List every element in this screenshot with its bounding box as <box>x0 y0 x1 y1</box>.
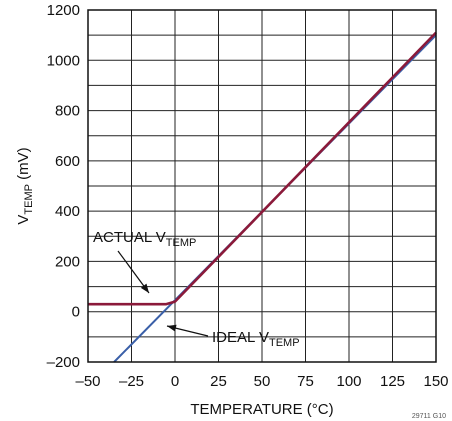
x-axis-title: TEMPERATURE (°C) <box>190 401 333 418</box>
y-axis-title-main: V <box>15 215 32 225</box>
arrow-ideal-head <box>167 324 177 332</box>
y-tick-label: –200 <box>47 354 80 371</box>
x-tick-label: 50 <box>254 373 271 390</box>
y-tick-labels: –200 0 200 400 600 800 1000 1200 <box>47 2 80 371</box>
x-tick-label: 75 <box>297 373 314 390</box>
x-tick-label: 100 <box>336 373 361 390</box>
x-tick-labels: –50 –25 0 25 50 75 100 125 150 <box>75 373 448 390</box>
annotation-ideal: IDEAL VTEMP <box>212 329 300 349</box>
y-tick-label: 400 <box>55 203 80 220</box>
y-tick-label: 0 <box>72 304 80 321</box>
annotation-ideal-main: IDEAL V <box>212 329 269 346</box>
y-axis-title: VTEMP (mV) <box>15 147 35 224</box>
annotation-actual: ACTUAL VTEMP <box>93 229 196 249</box>
x-tick-label: 150 <box>423 373 448 390</box>
annotation-actual-main: ACTUAL V <box>93 229 166 246</box>
y-tick-label: 1000 <box>47 52 80 69</box>
y-axis-title-sub: TEMP <box>23 184 35 215</box>
x-tick-label: 25 <box>210 373 227 390</box>
figure-code: 29711 G10 <box>412 413 446 420</box>
y-axis-title-unit: (mV) <box>15 147 32 184</box>
x-tick-label: 0 <box>171 373 179 390</box>
plot-frame <box>87 9 437 363</box>
annotation-ideal-sub: TEMP <box>269 337 300 349</box>
y-tick-label: 800 <box>55 103 80 120</box>
series-lines <box>88 31 437 363</box>
y-tick-label: 600 <box>55 153 80 170</box>
x-tick-label: –25 <box>119 373 144 390</box>
annotation-arrows <box>117 250 209 337</box>
y-tick-label: 1200 <box>47 2 80 19</box>
series-line-actual <box>88 31 437 306</box>
grid <box>88 10 436 362</box>
y-tick-label: 200 <box>55 253 80 270</box>
x-tick-label: 125 <box>380 373 405 390</box>
arrow-actual-head <box>140 283 149 293</box>
x-tick-label: –50 <box>75 373 100 390</box>
annotation-actual-sub: TEMP <box>166 237 197 249</box>
